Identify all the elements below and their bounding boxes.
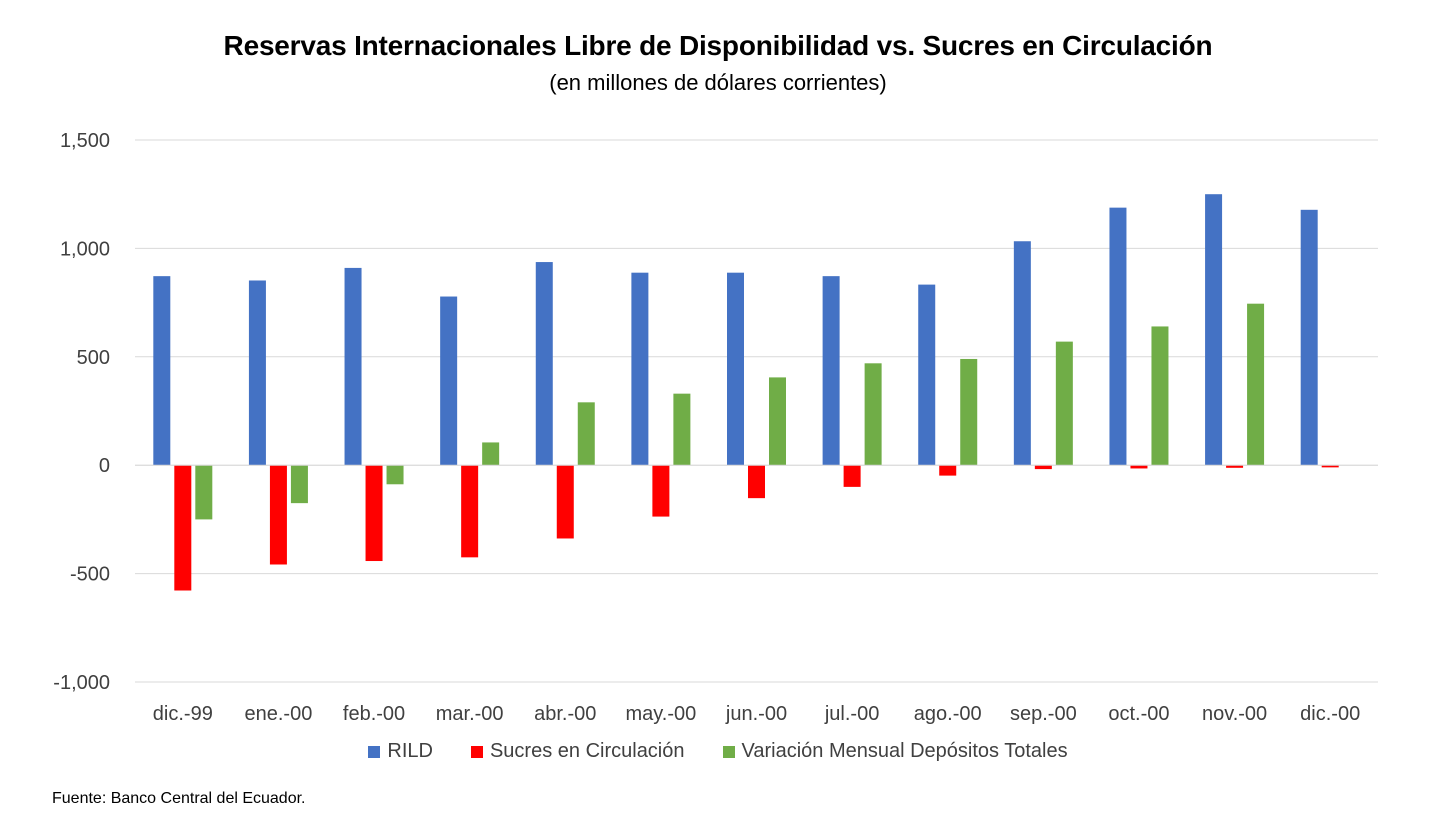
source-note: Fuente: Banco Central del Ecuador. [52,790,306,807]
bar-sucres-en-circulaci-n-dic-00 [1321,465,1339,468]
bar-rild-sep-00 [1013,241,1031,466]
bar-variaci-n-mensual-dep-sitos-totales-ene-00 [290,465,308,504]
x-tick-label: may.-00 [626,703,697,725]
legend-label: Variación Mensual Depósitos Totales [741,740,1068,762]
bar-rild-nov-00 [1205,194,1223,466]
bar-variaci-n-mensual-dep-sitos-totales-feb-00 [386,465,404,485]
bar-rild-dic-99 [153,276,171,466]
bar-rild-dic-00 [1300,209,1318,466]
gridlines [135,139,1378,683]
x-tick-label: mar.-00 [436,703,504,725]
bar-rild-may-00 [631,272,649,466]
bar-variaci-n-mensual-dep-sitos-totales-dic-99 [195,465,213,520]
bar-sucres-en-circulaci-n-ene-00 [269,465,287,565]
y-tick-label: 500 [77,347,110,369]
x-tick-label: dic.-00 [1300,703,1360,725]
bar-variaci-n-mensual-dep-sitos-totales-nov-00 [1247,303,1265,466]
bar-rild-feb-00 [344,267,362,466]
y-tick-label: -1,000 [53,672,110,694]
legend-item: Sucres en Circulación [470,740,685,763]
bar-variaci-n-mensual-dep-sitos-totales-abr-00 [577,402,595,466]
legend-swatch [722,745,735,758]
bar-sucres-en-circulaci-n-mar-00 [461,465,479,558]
bar-sucres-en-circulaci-n-jul-00 [843,465,861,487]
x-tick-label: nov.-00 [1202,703,1267,725]
bar-rild-jul-00 [822,276,840,466]
legend-swatch [470,745,483,758]
legend-label: RILD [387,740,433,762]
x-tick-label: jun.-00 [725,703,787,725]
bar-rild-ago-00 [918,284,936,466]
chart-subtitle: (en millones de dólares corrientes) [549,70,887,95]
bar-variaci-n-mensual-dep-sitos-totales-ago-00 [960,358,978,466]
bar-variaci-n-mensual-dep-sitos-totales-may-00 [673,393,691,466]
legend: RILD Sucres en Circulación Variación Mensu… [0,740,1436,763]
bar-variaci-n-mensual-dep-sitos-totales-mar-00 [482,442,500,466]
x-tick-label: feb.-00 [343,703,405,725]
x-tick-label: jul.-00 [824,703,879,725]
bars [135,194,1378,591]
x-tick-label: ene.-00 [245,703,313,725]
bar-sucres-en-circulaci-n-abr-00 [556,465,574,539]
bar-sucres-en-circulaci-n-ago-00 [939,465,957,476]
bar-variaci-n-mensual-dep-sitos-totales-jul-00 [864,363,882,466]
legend-item: RILD [368,740,433,763]
bar-sucres-en-circulaci-n-feb-00 [365,465,383,562]
bar-sucres-en-circulaci-n-nov-00 [1226,465,1244,468]
y-tick-label: 1,500 [60,130,110,152]
bar-sucres-en-circulaci-n-oct-00 [1130,465,1148,469]
legend-item: Variación Mensual Depósitos Totales [722,740,1068,763]
bar-sucres-en-circulaci-n-sep-00 [1034,465,1052,470]
x-tick-label: ago.-00 [914,703,982,725]
y-axis-tick-labels: -1,000 -500 0 500 1,000 1,500 [53,130,110,694]
x-tick-label: oct.-00 [1108,703,1169,725]
bar-variaci-n-mensual-dep-sitos-totales-oct-00 [1151,326,1169,466]
bar-rild-abr-00 [535,262,553,466]
x-axis-tick-labels: dic.-99 ene.-00 feb.-00 mar.-00 abr.-00 may.-… [153,703,1360,725]
bar-rild-oct-00 [1109,207,1127,466]
legend-swatch [368,745,381,758]
bar-rild-ene-00 [248,280,266,466]
bar-variaci-n-mensual-dep-sitos-totales-sep-00 [1055,341,1073,466]
x-tick-label: dic.-99 [153,703,213,725]
bar-rild-mar-00 [440,296,458,466]
x-tick-label: abr.-00 [534,703,596,725]
legend-label: Sucres en Circulación [489,740,685,762]
bar-rild-jun-00 [727,272,744,466]
bar-sucres-en-circulaci-n-jun-00 [748,465,765,499]
x-tick-label: sep.-00 [1010,703,1077,725]
bar-sucres-en-circulaci-n-dic-99 [174,465,192,591]
bar-sucres-en-circulaci-n-may-00 [652,465,670,517]
y-tick-label: 1,000 [60,238,110,260]
y-tick-label: 0 [99,455,110,477]
y-tick-label: -500 [70,564,110,586]
chart-title: Reservas Internacionales Libre de Dispon… [223,30,1213,61]
bar-variaci-n-mensual-dep-sitos-totales-jun-00 [769,377,786,466]
